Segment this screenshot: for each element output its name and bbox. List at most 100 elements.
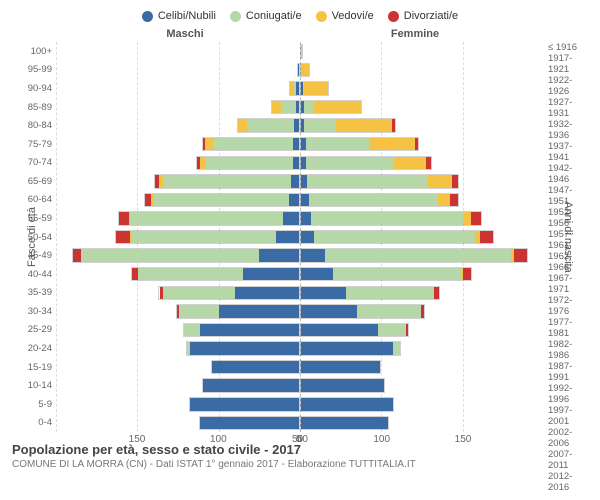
female-half bbox=[300, 414, 544, 433]
pyramid-row bbox=[56, 246, 544, 265]
female-half bbox=[300, 395, 544, 414]
male-half bbox=[56, 116, 300, 135]
bar bbox=[154, 174, 300, 188]
bar bbox=[300, 118, 396, 132]
bar-segment bbox=[514, 249, 527, 261]
pyramid-row bbox=[56, 414, 544, 433]
bar-segment bbox=[471, 212, 481, 224]
bar bbox=[237, 118, 300, 132]
bar-segment bbox=[205, 157, 293, 169]
x-tick-label: 150 bbox=[129, 434, 146, 445]
pyramid-row bbox=[56, 284, 544, 303]
bar bbox=[300, 323, 409, 337]
bar-segment bbox=[311, 212, 464, 224]
bar-segment bbox=[304, 119, 336, 131]
x-tick-label: 50 bbox=[292, 434, 303, 445]
bar-segment bbox=[428, 175, 452, 187]
female-half bbox=[300, 61, 544, 80]
bar-segment bbox=[247, 119, 294, 131]
bar-segment bbox=[200, 417, 299, 429]
bar bbox=[115, 230, 300, 244]
bar-segment bbox=[301, 324, 378, 336]
legend-item: Vedovi/e bbox=[316, 10, 374, 22]
bar bbox=[300, 416, 389, 430]
female-half bbox=[300, 321, 544, 340]
bar-segment bbox=[392, 119, 395, 131]
pyramid-row bbox=[56, 376, 544, 395]
birth-tick: 1982-1986 bbox=[544, 339, 590, 361]
bar-segment bbox=[205, 138, 213, 150]
female-half bbox=[300, 191, 544, 210]
pyramid-row bbox=[56, 321, 544, 340]
age-tick: 5-9 bbox=[10, 395, 56, 414]
chart-subtitle: COMUNE DI LA MORRA (CN) - Dati ISTAT 1° … bbox=[12, 459, 590, 470]
age-tick: 10-14 bbox=[10, 376, 56, 395]
age-tick: 100+ bbox=[10, 42, 56, 61]
pyramid-row bbox=[56, 135, 544, 154]
bar-segment bbox=[336, 119, 392, 131]
bar-segment bbox=[314, 101, 361, 113]
bar bbox=[199, 416, 300, 430]
bar-segment bbox=[200, 324, 299, 336]
bar-segment bbox=[393, 342, 399, 354]
bar bbox=[158, 286, 300, 300]
bar-segment bbox=[184, 324, 200, 336]
bar-segment bbox=[301, 64, 309, 76]
bar-segment bbox=[370, 138, 415, 150]
male-half bbox=[56, 191, 300, 210]
birth-tick: 1917-1921 bbox=[544, 53, 590, 75]
male-half bbox=[56, 376, 300, 395]
bar bbox=[300, 211, 482, 225]
age-tick: 95-99 bbox=[10, 61, 56, 80]
female-half bbox=[300, 246, 544, 265]
age-tick: 75-79 bbox=[10, 135, 56, 154]
male-half bbox=[56, 228, 300, 247]
legend-swatch bbox=[316, 11, 327, 22]
bar-segment bbox=[450, 194, 458, 206]
bar-segment bbox=[463, 268, 471, 280]
male-half bbox=[56, 153, 300, 172]
bar-segment bbox=[421, 305, 424, 317]
bar-segment bbox=[212, 361, 299, 373]
bar-segment bbox=[301, 379, 384, 391]
male-half bbox=[56, 265, 300, 284]
legend-swatch bbox=[388, 11, 399, 22]
bar-segment bbox=[272, 101, 281, 113]
pyramid-row bbox=[56, 191, 544, 210]
pyramid-row bbox=[56, 265, 544, 284]
male-half bbox=[56, 172, 300, 191]
bar-segment bbox=[243, 268, 299, 280]
bar-segment bbox=[298, 64, 299, 76]
male-half bbox=[56, 339, 300, 358]
female-half bbox=[300, 302, 544, 321]
bar bbox=[300, 44, 303, 58]
pyramid-row bbox=[56, 98, 544, 117]
female-half bbox=[300, 209, 544, 228]
bar bbox=[202, 378, 300, 392]
bar-segment bbox=[73, 249, 81, 261]
bar-segment bbox=[153, 194, 289, 206]
bar-segment bbox=[81, 249, 258, 261]
birth-tick: 1992-1996 bbox=[544, 383, 590, 405]
bar-segment bbox=[296, 101, 299, 113]
pyramid-row bbox=[56, 339, 544, 358]
bar-segment bbox=[190, 342, 299, 354]
legend-item: Coniugati/e bbox=[230, 10, 302, 22]
bar-segment bbox=[394, 157, 426, 169]
bar-segment bbox=[426, 157, 431, 169]
male-header: Maschi bbox=[70, 28, 300, 40]
bar bbox=[289, 81, 300, 95]
bar bbox=[144, 193, 300, 207]
bar-segment bbox=[415, 138, 418, 150]
birth-tick: 1922-1926 bbox=[544, 75, 590, 97]
bar-segment bbox=[452, 175, 458, 187]
pyramid-row bbox=[56, 61, 544, 80]
male-half bbox=[56, 61, 300, 80]
bar-segment bbox=[301, 194, 309, 206]
bar bbox=[300, 156, 432, 170]
bar-segment bbox=[219, 305, 299, 317]
female-half bbox=[300, 153, 544, 172]
bar-segment bbox=[301, 361, 380, 373]
bar-segment bbox=[304, 82, 328, 94]
pyramid-row bbox=[56, 79, 544, 98]
